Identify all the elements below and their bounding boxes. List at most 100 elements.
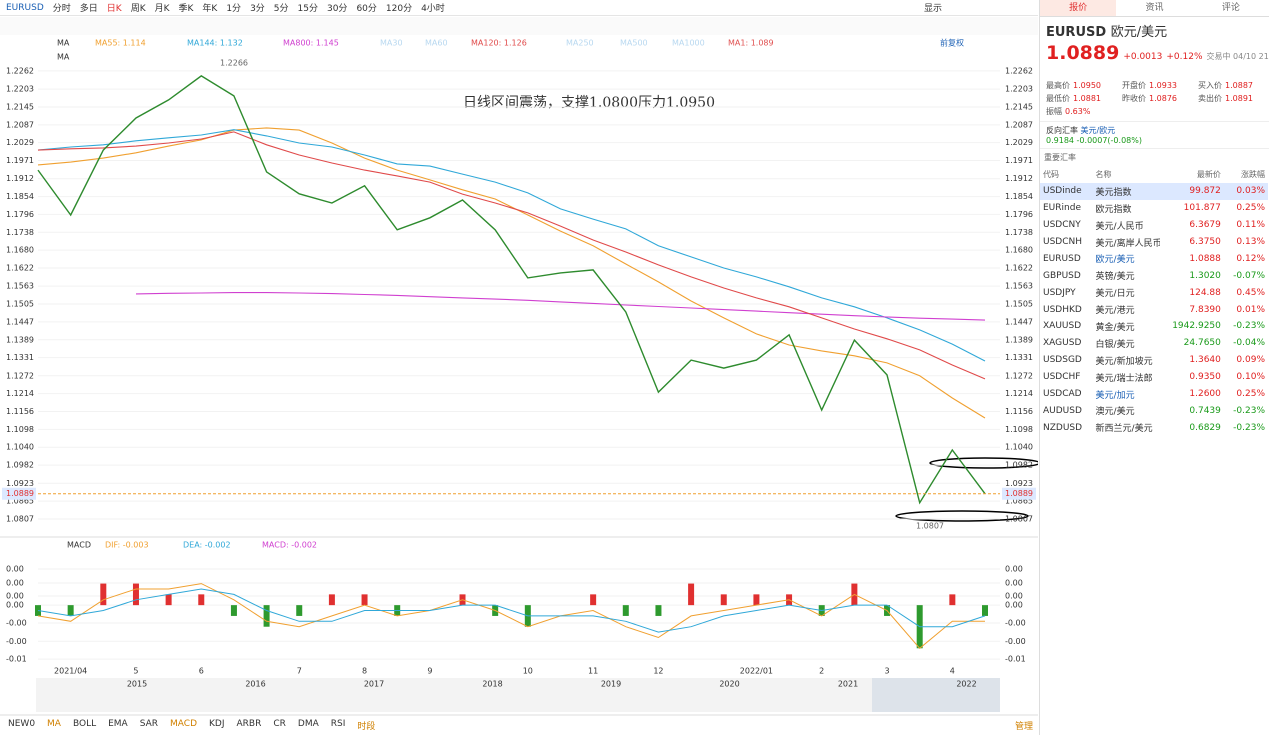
y-tick-label-right: 1.1040 [1005, 443, 1033, 452]
y-tick-label: 1.1505 [6, 300, 34, 309]
period[interactable]: 1分 [226, 4, 242, 14]
period[interactable]: 日K [106, 4, 122, 14]
rate-row[interactable]: USDCNH 美元/离岸人民币 6.3750 0.13% [1040, 234, 1268, 251]
section-title: 重要汇率 [1040, 148, 1269, 166]
y-tick-label-right: 1.0982 [1005, 461, 1033, 470]
legend-entry: MA60 [425, 39, 448, 48]
rate-row[interactable]: XAGUSD 白银/美元 24.7650 -0.04% [1040, 335, 1268, 352]
y-tick-label: 1.0982 [6, 461, 34, 470]
indicator-button[interactable]: BOLL [72, 719, 97, 729]
rate-row[interactable]: USDHKD 美元/港元 7.8390 0.01% [1040, 301, 1268, 318]
change: -0.04% [1233, 338, 1265, 349]
tab[interactable]: 资讯 [1145, 3, 1164, 13]
period[interactable]: 月K [154, 4, 170, 14]
indicator-button[interactable]: RSI [330, 719, 346, 729]
stat: 振幅 0.63% [1046, 106, 1122, 117]
manage-button[interactable]: 管理 [1015, 722, 1034, 732]
y-tick-label-right: 1.1912 [1005, 174, 1033, 183]
rate-row[interactable]: EURinde 欧元指数 101.877 0.25% [1040, 200, 1268, 217]
indicator-button[interactable]: DMA [297, 719, 319, 729]
macd-bar [198, 594, 205, 606]
navigator-window[interactable] [872, 678, 1000, 712]
legend-entry: MA250 [566, 39, 594, 48]
rate-row[interactable]: USDSGD 美元/新加坡元 1.3640 0.09% [1040, 352, 1268, 369]
indicator-button[interactable]: CR [273, 719, 286, 729]
quote-header: EURUSD 欧元/美元 1.0889 +0.0013 +0.12% 交易中 04/1… [1040, 17, 1269, 121]
rate-row[interactable]: USDinde 美元指数 99.872 0.03% [1040, 182, 1268, 200]
inverse-pair: 美元/欧元 [1080, 126, 1116, 135]
period[interactable]: 60分 [356, 4, 377, 14]
stat-value: 1.0876 [1149, 94, 1177, 103]
rate-row[interactable]: NZDUSD 新西兰元/美元 0.6829 -0.23% [1040, 419, 1268, 436]
y-tick-label-right: 1.1214 [1005, 389, 1033, 398]
y-tick-label-right: 1.2087 [1005, 120, 1033, 129]
x-tick-label: 10 [523, 667, 533, 676]
period[interactable]: 120分 [385, 4, 413, 14]
last: 24.7650 [1183, 338, 1221, 349]
low-label: 1.0807 [916, 522, 944, 531]
last: 7.8390 [1189, 304, 1221, 315]
navigator[interactable] [36, 678, 1000, 712]
indicator-button[interactable]: SAR [139, 719, 159, 729]
period[interactable]: 季K [178, 4, 194, 14]
last-price-label-left: 1.0889 [6, 489, 34, 498]
rate-row[interactable]: USDCHF 美元/瑞士法郎 0.9350 0.10% [1040, 369, 1268, 386]
name: 白银/美元 [1095, 339, 1135, 350]
change: 0.12% [1236, 253, 1265, 264]
status: 交易中 04/10 21:48(英 [1206, 52, 1269, 61]
period[interactable]: 多日 [79, 4, 98, 14]
rate-row[interactable]: GBPUSD 英镑/美元 1.3020 -0.07% [1040, 267, 1268, 284]
stat-value: 1.0933 [1149, 81, 1177, 90]
period[interactable]: 3分 [250, 4, 265, 14]
y-tick-label: 1.1156 [6, 407, 34, 416]
indicator-button[interactable]: MACD [170, 719, 197, 729]
name: 澳元/美元 [1095, 407, 1135, 418]
stat: 卖出价 1.0891 [1198, 93, 1268, 104]
stat-label: 卖出价 [1198, 94, 1222, 103]
indicator-button[interactable]: 时段 [357, 722, 376, 732]
rate-row[interactable]: XAUUSD 黄金/美元 1942.9250 -0.23% [1040, 318, 1268, 335]
high-label: 1.2266 [220, 59, 248, 68]
y-tick-label: 1.1331 [6, 353, 34, 362]
rate-row[interactable]: AUDUSD 澳元/美元 0.7439 -0.23% [1040, 402, 1268, 419]
rate-row[interactable]: USDCNY 美元/人民币 6.3679 0.11% [1040, 217, 1268, 234]
y-tick-label: 1.1680 [6, 246, 34, 255]
period[interactable]: 5分 [273, 4, 289, 14]
y-tick-label: 1.1796 [6, 210, 34, 219]
code: EURUSD [1043, 253, 1081, 264]
y-tick-label-right: 1.2145 [1005, 102, 1033, 111]
code: USDCAD [1043, 389, 1082, 400]
indicator-button[interactable]: ARBR [236, 719, 262, 729]
tab[interactable]: 报价 [1040, 0, 1117, 16]
y-tick-label-right: 1.0865 [1005, 497, 1033, 506]
change: 0.13% [1236, 237, 1265, 247]
indicator-button[interactable]: KDJ [209, 719, 225, 729]
adjust-button[interactable]: 前复权 [940, 38, 964, 48]
name: 美元/离岸人民币 [1095, 238, 1161, 249]
period[interactable]: 30分 [326, 4, 348, 14]
indicator-button[interactable]: MA [47, 719, 61, 729]
x-tick-label: 2021/04 [54, 667, 87, 676]
last: 0.6829 [1189, 422, 1221, 433]
tab[interactable]: 评论 [1221, 3, 1240, 13]
period[interactable]: 年K [202, 4, 218, 14]
period[interactable]: 分时 [52, 4, 71, 14]
change: 0.03% [1236, 186, 1265, 197]
y-tick-label-right: 1.1738 [1005, 228, 1033, 237]
macd-bar [688, 583, 695, 606]
period[interactable]: 15分 [297, 4, 318, 14]
period[interactable]: 4小时 [421, 4, 445, 14]
stat: 昨收价 1.0876 [1122, 93, 1198, 104]
change: 0.09% [1236, 355, 1265, 366]
y-tick-label-right: 1.1505 [1005, 300, 1033, 309]
rate-row[interactable]: EURUSD 欧元/美元 1.0888 0.12% [1040, 250, 1268, 267]
rate-row[interactable]: USDJPY 美元/日元 124.88 0.45% [1040, 284, 1268, 301]
change: 0.25% [1236, 389, 1265, 400]
display-button[interactable]: 显示 [923, 4, 942, 14]
indicator-button[interactable]: NEW0 [8, 719, 36, 729]
indicator-button[interactable]: EMA [108, 719, 128, 729]
symbol[interactable]: EURUSD [6, 2, 44, 13]
rate-row[interactable]: USDCAD 美元/加元 1.2600 0.25% [1040, 386, 1268, 403]
period[interactable]: 周K [130, 4, 146, 14]
